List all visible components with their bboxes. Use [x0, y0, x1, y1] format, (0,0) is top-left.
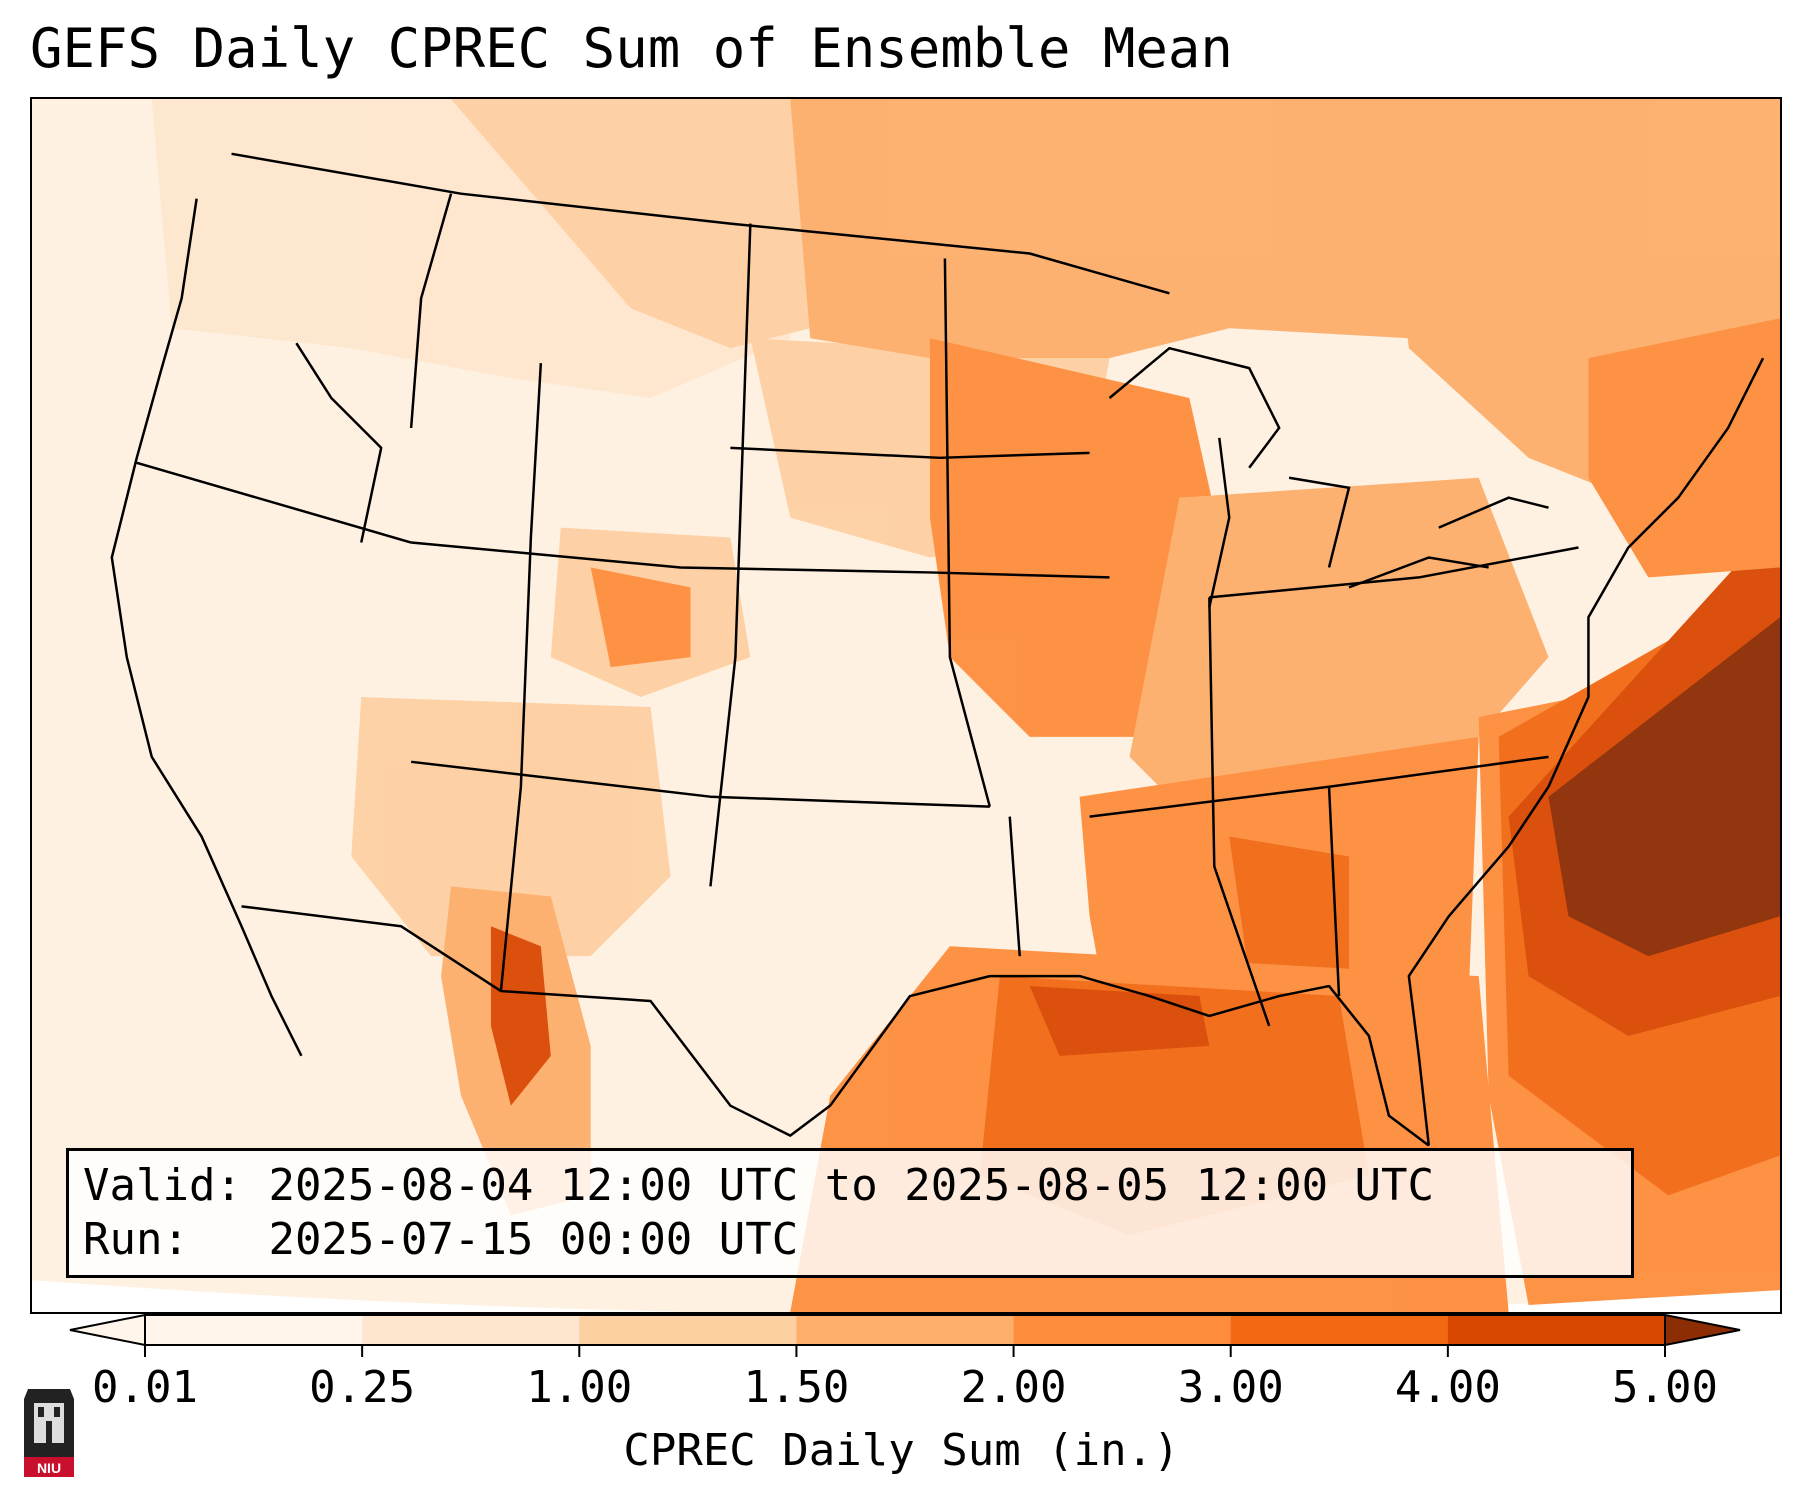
colorbar-tick-label: 1.50	[743, 1362, 850, 1413]
valid-value: 2025-08-04 12:00 UTC to 2025-08-05 12:00…	[268, 1160, 1435, 1211]
run-line: Run: 2025-07-15 00:00 UTC	[83, 1213, 1617, 1267]
info-box: Valid: 2025-08-04 12:00 UTC to 2025-08-0…	[66, 1148, 1634, 1278]
colorbar-segment	[1013, 1315, 1232, 1345]
colorbar-segment	[796, 1315, 1015, 1345]
colorbar-tick-label: 0.01	[92, 1362, 198, 1413]
page-title: GEFS Daily CPREC Sum of Ensemble Mean	[30, 17, 1233, 80]
colorbar-tick-label: 0.25	[309, 1362, 416, 1413]
colorbar	[69, 1313, 1741, 1357]
colorbar-tick-label: 2.00	[960, 1362, 1067, 1413]
niu-logo-icon: NIU	[24, 1389, 74, 1477]
state-borders	[110, 152, 1765, 1147]
valid-label: Valid:	[83, 1160, 242, 1211]
run-value: 2025-07-15 00:00 UTC	[268, 1214, 799, 1265]
logo-text: NIU	[37, 1460, 61, 1476]
colorbar-label: CPREC Daily Sum (in.)	[623, 1425, 1180, 1476]
colorbar-segment	[145, 1315, 363, 1345]
map-canvas	[32, 99, 1780, 1312]
colorbar-segment	[1230, 1315, 1449, 1345]
colorbar-extend-high	[1664, 1313, 1741, 1347]
colorbar-svg	[69, 1313, 1741, 1357]
precipitation-map	[30, 97, 1782, 1314]
colorbar-segment	[362, 1315, 580, 1345]
great-lakes	[1108, 346, 1549, 608]
niu-logo: NIU	[20, 1385, 78, 1480]
colorbar-tick-label: 4.00	[1394, 1362, 1501, 1413]
run-label: Run:	[83, 1214, 189, 1265]
colorbar-segment	[579, 1315, 797, 1345]
colorbar-tick-label: 1.00	[526, 1362, 633, 1413]
colorbar-extend-low	[69, 1313, 146, 1347]
colorbar-tick-label: 5.00	[1612, 1362, 1718, 1413]
valid-line: Valid: 2025-08-04 12:00 UTC to 2025-08-0…	[83, 1159, 1617, 1213]
colorbar-tick-label: 3.00	[1177, 1362, 1284, 1413]
colorbar-segment	[1447, 1315, 1666, 1345]
colorbar-outline	[144, 1314, 1666, 1346]
